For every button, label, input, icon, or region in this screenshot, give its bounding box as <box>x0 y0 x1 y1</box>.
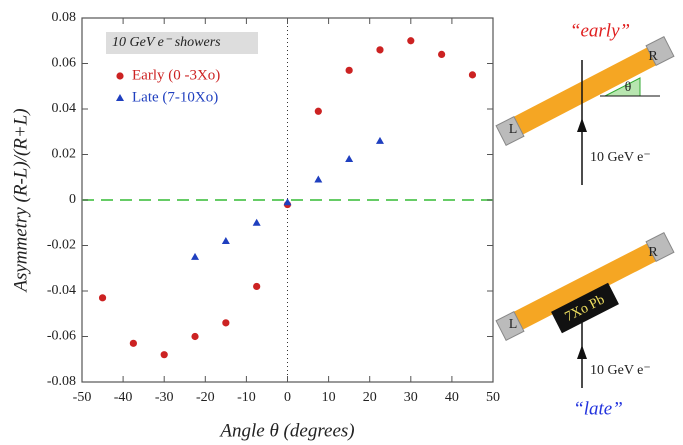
y-tick-label: -0.06 <box>47 329 76 344</box>
point <box>345 155 354 163</box>
point <box>222 319 230 327</box>
point <box>221 236 230 244</box>
x-tick-label: 50 <box>486 390 500 405</box>
caption: “early” <box>570 20 630 41</box>
y-tick-label: 0.06 <box>52 56 77 71</box>
x-tick-label: -20 <box>196 390 215 405</box>
diagram-early: “early” R L θ 10 GeV e⁻ <box>495 20 675 185</box>
end-box <box>495 115 525 147</box>
y-tick-label: -0.08 <box>47 374 76 389</box>
point <box>407 37 415 45</box>
caption: “late” <box>573 398 623 419</box>
diagram-late: 7Xo Pb R L 10 GeV e⁻ “late” <box>495 231 675 419</box>
x-tick-label: 30 <box>404 390 418 405</box>
point <box>283 198 292 206</box>
detector-bar <box>505 239 665 334</box>
point <box>253 282 261 291</box>
point <box>191 332 199 341</box>
point <box>468 71 477 79</box>
chart-title: 10 GeV e⁻ showers <box>112 35 221 50</box>
x-tick-label: 10 <box>322 390 336 405</box>
point <box>376 46 384 54</box>
end-label: L <box>509 317 518 332</box>
x-axis-label: Angle θ (degrees) <box>218 420 354 441</box>
point <box>314 107 322 115</box>
point <box>129 339 137 347</box>
x-tick-label: -30 <box>155 390 174 405</box>
chart: 0.08 0.06 0.04 0.02 0 -0.02 -0.04 -0.06 -0.08-50… <box>10 10 500 441</box>
point <box>191 252 200 260</box>
x-tick-label: 0 <box>284 390 291 405</box>
x-tick-label: 40 <box>445 390 459 405</box>
x-tick-label: -40 <box>114 390 133 405</box>
point <box>438 50 446 59</box>
angle-label: θ <box>625 80 632 95</box>
end-box <box>495 310 525 342</box>
point <box>252 218 261 226</box>
arrow-head <box>577 118 587 132</box>
point <box>345 66 353 74</box>
end-label: L <box>509 122 518 137</box>
end-box <box>645 231 675 263</box>
y-tick-label: -0.04 <box>47 283 76 298</box>
beam-label: 10 GeV e⁻ <box>590 363 651 378</box>
arrow-head <box>577 345 587 359</box>
point <box>314 175 323 183</box>
x-tick-label: 20 <box>363 390 377 405</box>
point <box>375 136 384 144</box>
y-tick-label: 0.08 <box>52 10 77 25</box>
legend-label: Early (0 -3Xo) <box>132 67 220 83</box>
y-axis-label: Asymmetry (R-L)/(R+L) <box>10 108 31 293</box>
detector-bar <box>505 43 665 139</box>
point <box>160 351 168 359</box>
x-tick-label: -10 <box>237 390 256 405</box>
x-tick-label: -50 <box>73 390 92 405</box>
beam-label: 10 GeV e⁻ <box>590 150 651 165</box>
point <box>116 72 124 80</box>
title-box <box>106 32 258 54</box>
absorber <box>551 282 619 334</box>
point <box>98 294 107 302</box>
legend-label: Late (7-10Xo) <box>132 89 218 105</box>
end-label: R <box>648 49 658 64</box>
y-tick-label: 0 <box>69 192 76 207</box>
y-tick-label: -0.02 <box>47 238 76 253</box>
point <box>116 94 124 101</box>
y-tick-label: 0.04 <box>52 101 77 116</box>
end-box <box>645 35 675 67</box>
end-label: R <box>648 245 658 260</box>
y-tick-label: 0.02 <box>52 147 77 162</box>
